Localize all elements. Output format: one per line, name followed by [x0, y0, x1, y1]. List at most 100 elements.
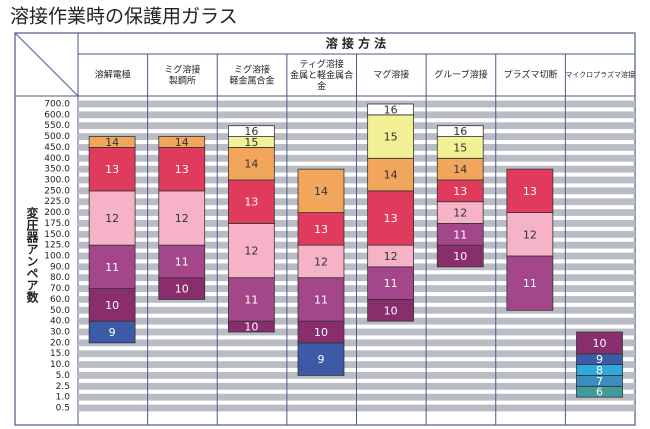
y-tick-label: 15.0 — [50, 349, 70, 359]
y-tick-label: 70.0 — [50, 284, 70, 294]
shade-segment — [227, 179, 275, 224]
column-header: マイクロプラズマ溶接 — [565, 70, 635, 79]
shade-segment — [88, 190, 136, 246]
column-header: ミグ溶接製鋼所 — [164, 63, 200, 86]
y-tick-label: 60.0 — [50, 295, 70, 305]
shade-label: 16 — [384, 103, 398, 116]
y-tick-label: 550.0 — [44, 121, 70, 131]
y-tick-label: 500.0 — [44, 132, 70, 142]
shade-label: 13 — [105, 163, 119, 176]
shade-label: 12 — [384, 250, 398, 263]
shade-label: 11 — [523, 277, 537, 290]
shade-label: 11 — [453, 228, 467, 241]
shade-segment — [158, 190, 206, 246]
shade-label: 12 — [314, 255, 328, 268]
shade-segment — [367, 190, 414, 246]
shade-segment — [506, 255, 554, 311]
shade-segment — [297, 342, 345, 376]
shade-label: 14 — [384, 169, 398, 182]
y-tick-label: 450.0 — [44, 143, 70, 153]
y-tick-label: 300.0 — [44, 176, 70, 186]
shade-label: 9 — [596, 353, 603, 366]
group-header: 溶 接 方 法 — [326, 36, 387, 51]
shade-label: 13 — [314, 223, 328, 236]
shade-label: 11 — [244, 293, 258, 306]
shade-label: 11 — [384, 277, 398, 290]
y-axis-label: 変圧器アンペア数 — [25, 206, 39, 304]
column-header: ティグ溶接金属と軽金属合金 — [290, 58, 353, 92]
shade-label: 15 — [453, 141, 467, 154]
y-tick-label: 125.0 — [44, 241, 70, 251]
shade-segment — [436, 125, 484, 137]
y-tick-label: 225.0 — [44, 197, 70, 207]
column-header-line: 製鋼所 — [169, 74, 196, 86]
shade-label: 11 — [105, 261, 119, 274]
shade-segment — [367, 157, 414, 192]
shade-segment — [227, 125, 275, 137]
shade-label: 10 — [175, 283, 189, 296]
shade-label: 12 — [105, 212, 119, 225]
shade-label: 15 — [244, 136, 258, 149]
shade-label: 6 — [596, 386, 603, 399]
y-tick-label: 80.0 — [50, 273, 70, 283]
shade-segment — [88, 244, 136, 289]
shade-segment — [158, 136, 206, 148]
y-tick-label: 350.0 — [44, 165, 70, 175]
shade-label: 13 — [523, 185, 537, 198]
shade-label: 10 — [453, 250, 467, 263]
shade-segment — [88, 288, 136, 322]
shade-segment — [297, 168, 345, 213]
shade-label: 9 — [109, 326, 116, 339]
y-tick-label: 0.5 — [56, 404, 70, 414]
shade-label: 11 — [314, 293, 328, 306]
shade-label: 12 — [175, 212, 189, 225]
y-tick-label: 1.0 — [56, 393, 71, 403]
shade-label: 16 — [244, 125, 258, 138]
y-tick-label: 90.0 — [50, 262, 70, 272]
y-tick-label: 10.0 — [50, 360, 70, 370]
column-header-line: ミグ溶接 — [234, 63, 270, 75]
shade-label: 10 — [592, 337, 606, 350]
shade-segment — [367, 103, 414, 116]
shade-segment — [367, 266, 414, 300]
column-header-line: 金 — [317, 80, 326, 92]
shade-label: 14 — [175, 136, 189, 149]
shade-label: 13 — [175, 163, 189, 176]
shade-segment — [576, 331, 623, 355]
shade-segment — [88, 136, 136, 148]
y-tick-label: 200.0 — [44, 208, 70, 218]
shade-label: 12 — [523, 228, 537, 241]
column-header-line: 金属と軽金属合 — [290, 69, 353, 81]
shade-segment — [506, 212, 554, 257]
shade-label: 14 — [105, 136, 119, 149]
table-frame — [14, 32, 636, 426]
column-header-line: ティグ溶接 — [299, 58, 343, 70]
shade-segment — [227, 223, 275, 279]
shade-segment — [506, 168, 554, 213]
shade-label: 11 — [175, 255, 189, 268]
column-header: 溶解電極 — [95, 69, 131, 81]
y-tick-label: 30.0 — [50, 328, 70, 338]
shade-segment — [227, 277, 275, 322]
shade-label: 13 — [453, 185, 467, 198]
shade-label: 14 — [314, 185, 328, 198]
shade-label: 16 — [453, 125, 467, 138]
y-tick-label: 700.0 — [44, 100, 70, 110]
y-tick-label: 250.0 — [44, 186, 70, 196]
y-tick-label: 50.0 — [50, 306, 70, 316]
shade-label: 13 — [244, 196, 258, 209]
y-tick-label: 2.5 — [56, 382, 70, 392]
shade-segment — [227, 147, 275, 181]
y-tick-label: 5.0 — [56, 371, 71, 381]
shade-label: 10 — [314, 326, 328, 339]
column-header: マグ溶接 — [373, 69, 409, 81]
shade-label: 13 — [384, 212, 398, 225]
column-header-line: ミグ溶接 — [164, 63, 200, 75]
shade-label: 10 — [244, 321, 258, 334]
shade-label: 14 — [453, 163, 467, 176]
shade-segment — [88, 147, 136, 192]
y-tick-label: 100.0 — [44, 252, 70, 262]
shade-label: 7 — [596, 375, 603, 388]
shade-label: 12 — [244, 245, 258, 258]
